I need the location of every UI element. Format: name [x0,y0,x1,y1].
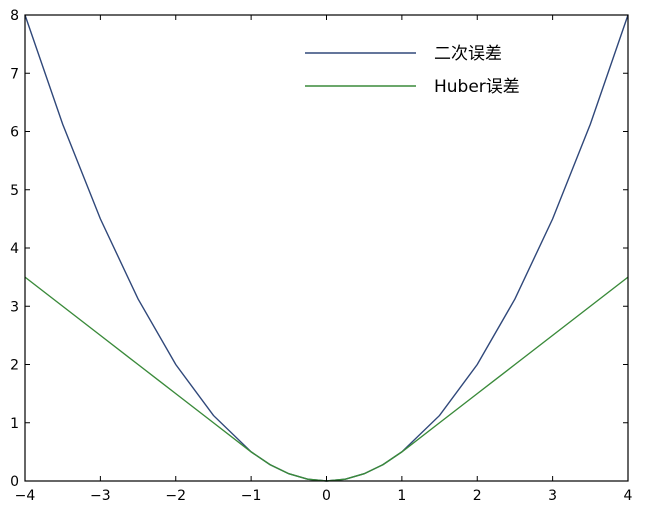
legend: 二次误差 Huber误差 [305,44,520,97]
x-tick-label: 0 [322,488,331,504]
legend-label-1: Huber误差 [434,77,520,97]
series-lines [24,14,629,482]
y-tick-label: 6 [10,125,19,141]
y-tick-label: 3 [10,299,19,315]
plot-frame [24,14,629,482]
y-tick-label: 1 [10,416,19,432]
x-tick-label: −3 [90,488,111,504]
x-tick-label: 1 [397,488,406,504]
y-tick-label: 4 [10,241,19,257]
y-tick-label: 7 [10,66,19,82]
y-tick-label: 2 [10,358,19,374]
y-tick-label: 8 [10,8,19,24]
x-tick-label: −2 [165,488,186,504]
x-tick-label: 3 [548,488,557,504]
x-tick-label: −1 [241,488,262,504]
x-tick-label: 4 [624,488,633,504]
series-line-1 [24,276,629,482]
legend-label-0: 二次误差 [434,44,502,64]
x-tick-label: −4 [15,488,36,504]
x-tick-label: 2 [473,488,482,504]
y-tick-label: 0 [10,474,19,490]
series-line-0 [24,14,629,482]
y-tick-label: 5 [10,183,19,199]
axis-ticks: −4 −3 −2 −1 0 1 2 3 4 0 1 2 3 4 5 6 7 8 [10,8,632,504]
